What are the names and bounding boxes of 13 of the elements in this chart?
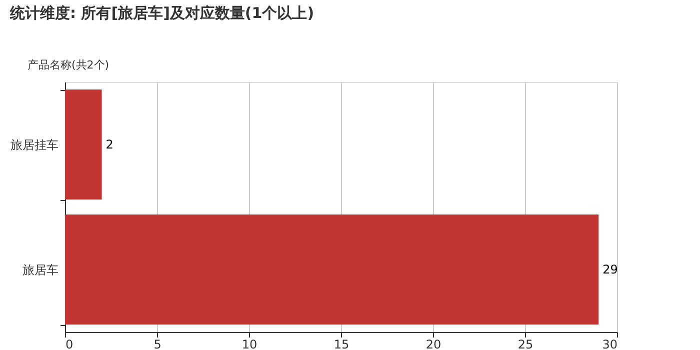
- x-tick-label: 20: [426, 338, 442, 350]
- y-axis-title: 产品名称(共2个): [28, 58, 110, 72]
- x-tick-label: 5: [154, 338, 162, 350]
- data-label: 29: [602, 262, 618, 276]
- data-label: 2: [106, 138, 114, 152]
- x-tick-label: 25: [518, 338, 534, 350]
- x-tick-label: 15: [334, 338, 350, 350]
- x-tick-label: 10: [242, 338, 258, 350]
- x-tick-label: 30: [602, 338, 618, 350]
- chart-title: 统计维度: 所有[旅居车]及对应数量(1个以上): [9, 4, 314, 22]
- y-tick-label: 旅居车: [22, 263, 58, 277]
- y-tick-label: 旅居挂车: [10, 138, 58, 152]
- x-tick-label: 0: [66, 338, 74, 350]
